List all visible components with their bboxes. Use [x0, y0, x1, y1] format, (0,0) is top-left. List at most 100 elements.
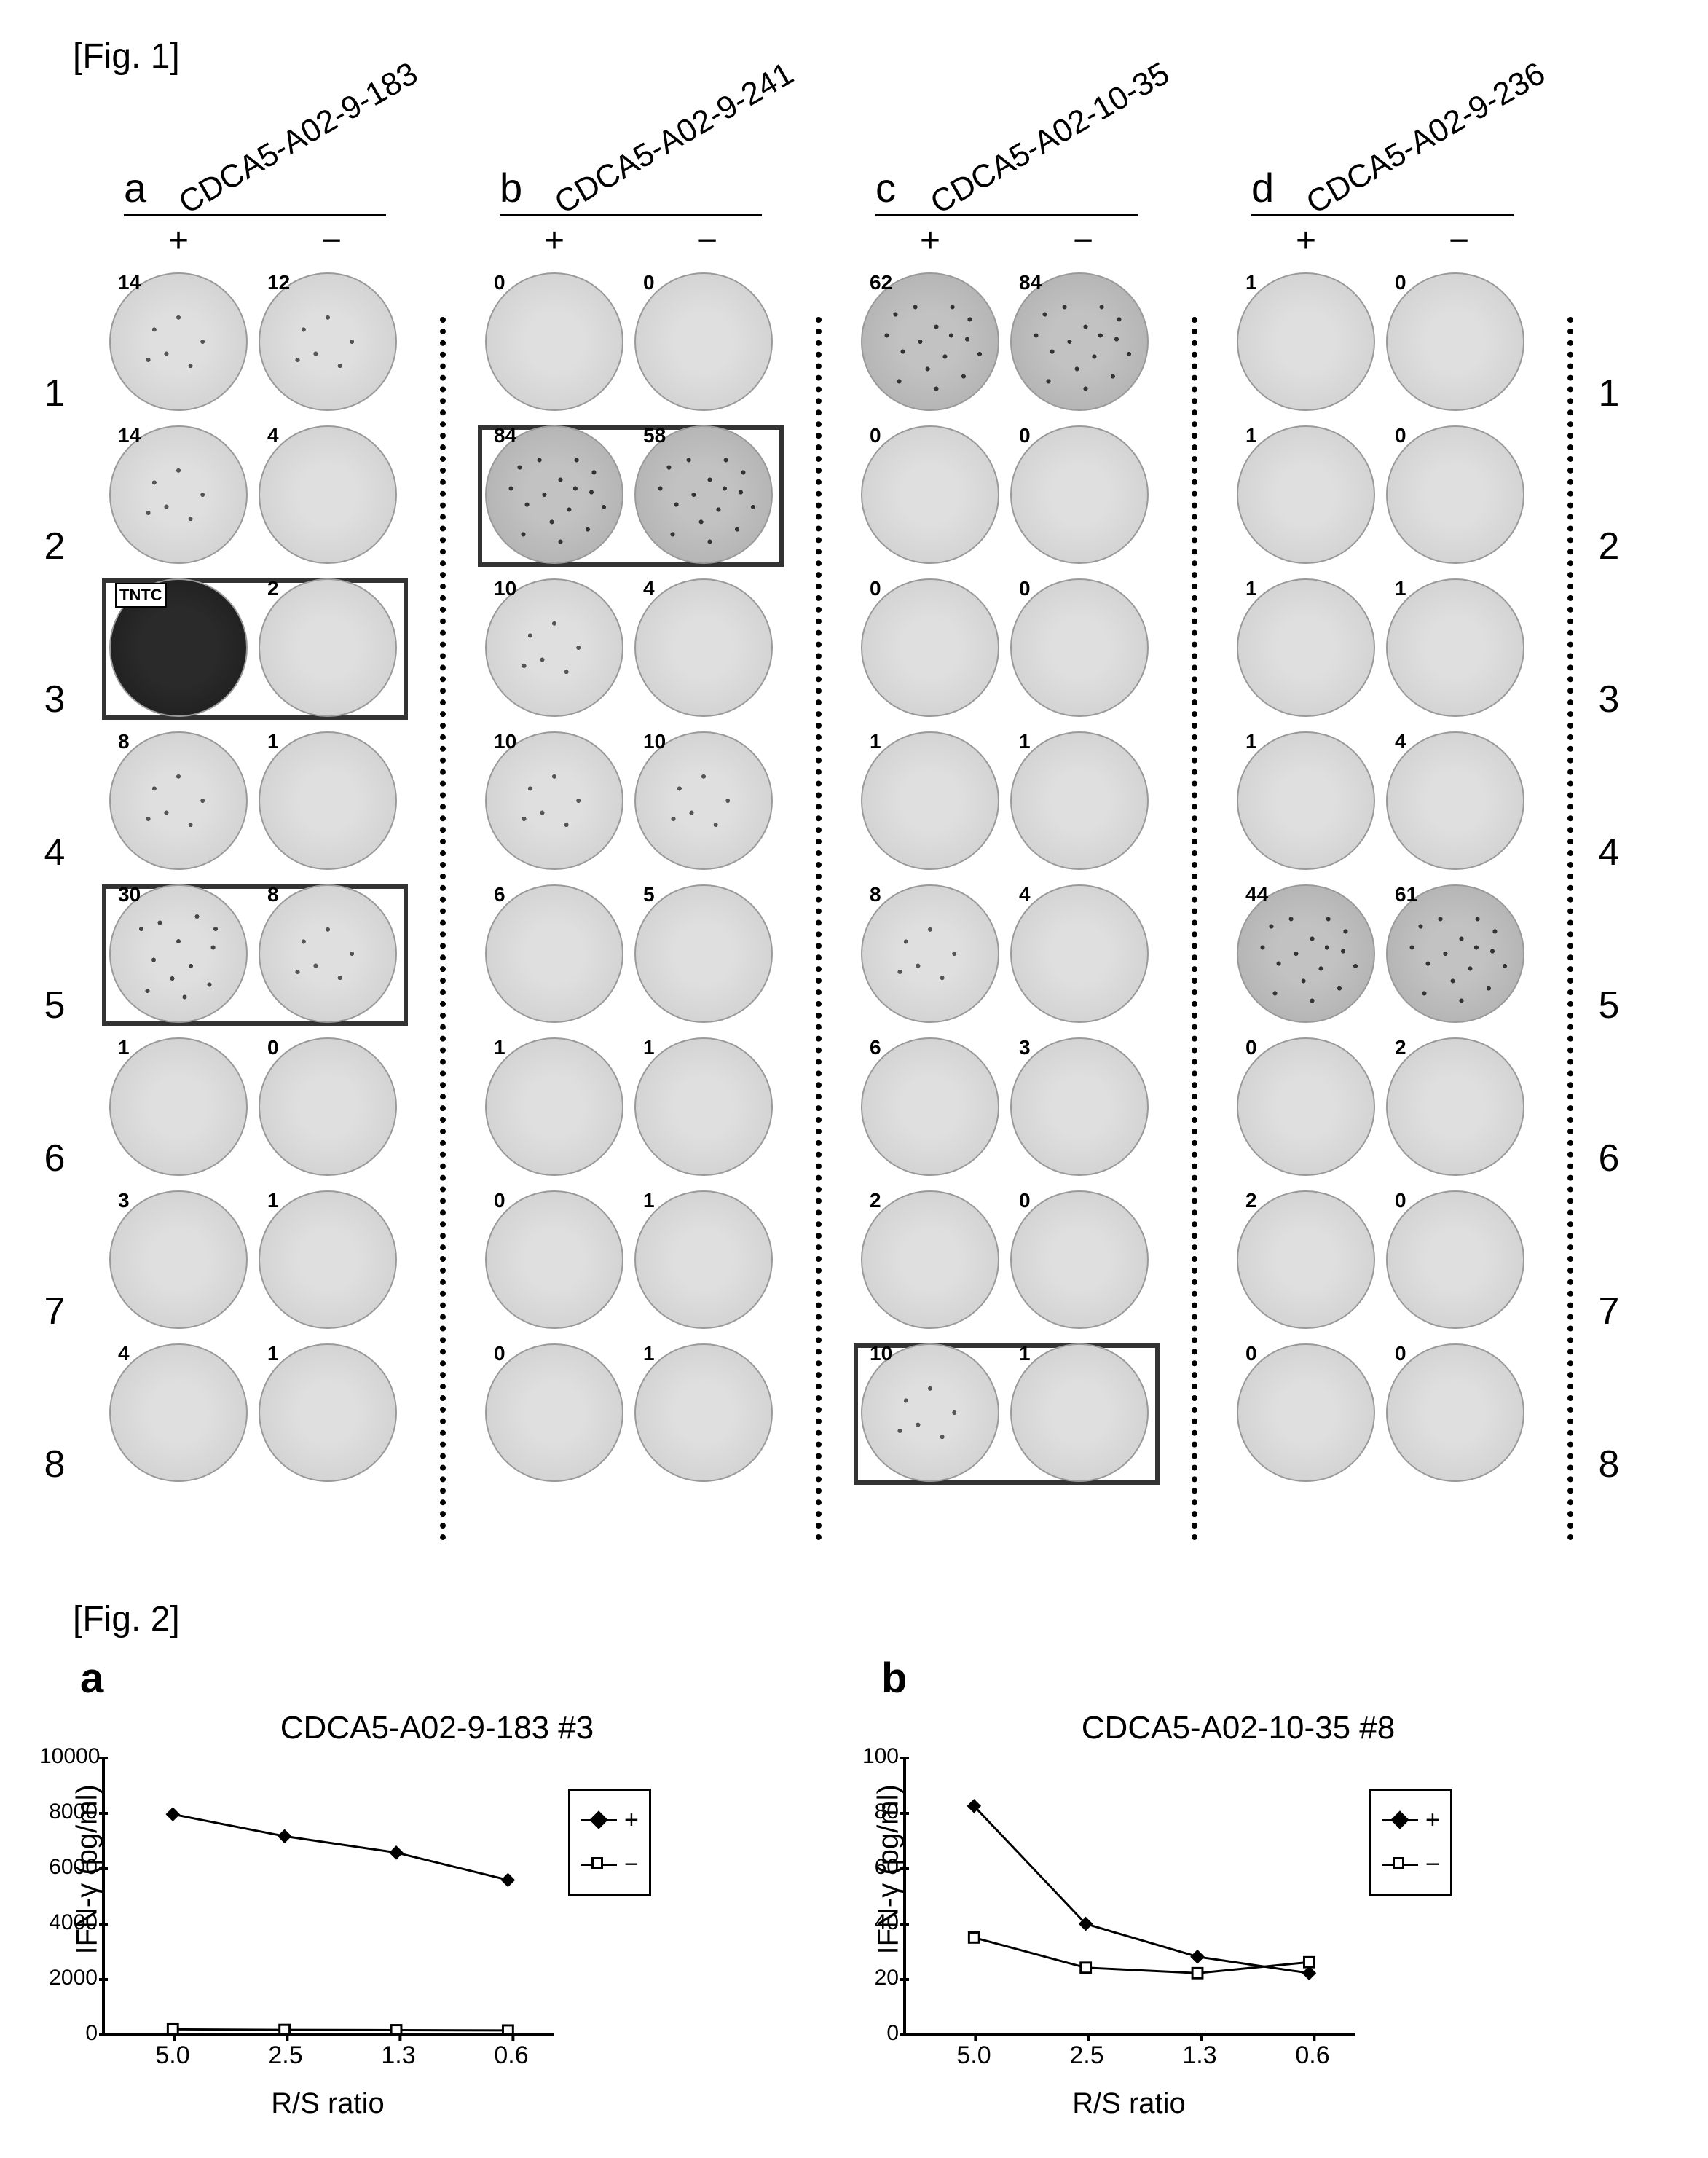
chart-legend: +− — [568, 1789, 651, 1896]
well-cell-plus: 14 — [109, 425, 251, 568]
y-tick: 10000 — [39, 1744, 98, 1769]
well-row: 11 — [1229, 573, 1535, 726]
chart-area: IFN-γ (pg/ml)0204060801005.02.51.30.6R/S… — [874, 1759, 1602, 2120]
well-cell-minus: 1 — [259, 1343, 401, 1486]
well-cell-plus: 8 — [861, 884, 1003, 1027]
row-label: 5 — [29, 929, 80, 1082]
row-label: 4 — [29, 776, 80, 929]
legend-minus-text: − — [624, 1843, 639, 1887]
spot-count: 84 — [1019, 271, 1042, 294]
row-label: 7 — [1583, 1235, 1634, 1388]
x-tick: 1.3 — [1182, 2041, 1216, 2070]
well-cell-plus: 4 — [109, 1343, 251, 1486]
well-circle — [861, 578, 999, 717]
well-circle — [861, 731, 999, 870]
well-circle — [634, 578, 773, 717]
well-cell-minus: 3 — [1010, 1037, 1152, 1180]
well-cell-plus: 0 — [485, 272, 627, 415]
fig2-label: [Fig. 2] — [73, 1599, 1679, 1639]
well-cell-plus: 0 — [1237, 1037, 1379, 1180]
row-label: 2 — [29, 470, 80, 623]
spot-count: 3 — [1019, 1036, 1031, 1059]
spot-count: 1 — [643, 1189, 655, 1212]
fig1-row-labels-left: 12345678 — [29, 317, 80, 1541]
well-row: 1412 — [102, 267, 408, 420]
spot-count: 5 — [643, 883, 655, 906]
well-cell-minus: 1 — [1010, 731, 1152, 874]
well-cell-minus: 58 — [634, 425, 776, 568]
well-row: 14 — [1229, 726, 1535, 879]
well-circle — [109, 1037, 248, 1176]
well-row: 10 — [1229, 267, 1535, 420]
well-cell-plus: 14 — [109, 272, 251, 415]
wells-grid: 101011144461022000 — [1229, 267, 1535, 1491]
well-circle — [259, 1190, 397, 1329]
well-cell-minus: 0 — [1010, 578, 1152, 721]
well-cell-plus: 8 — [109, 731, 251, 874]
well-cell-plus: 1 — [1237, 272, 1379, 415]
plus-label: + — [920, 221, 940, 261]
well-circle — [634, 884, 773, 1023]
well-row: 00 — [478, 267, 784, 420]
well-row: 84 — [854, 879, 1160, 1032]
plus-minus-header: +− — [102, 221, 408, 261]
spot-count: 0 — [267, 1036, 279, 1059]
well-cell-minus: 0 — [1386, 425, 1528, 568]
spot-count: 0 — [1019, 577, 1031, 600]
well-cell-minus: 4 — [1010, 884, 1152, 1027]
well-cell-minus: 0 — [1386, 1343, 1528, 1486]
well-cell-plus: 44 — [1237, 884, 1379, 1027]
spot-count: 3 — [118, 1189, 130, 1212]
line-chart: 02000400060008000100005.02.51.30.6 — [102, 1759, 554, 2036]
x-tick: 5.0 — [155, 2041, 189, 2070]
row-label: 6 — [29, 1082, 80, 1235]
well-row: 31 — [102, 1185, 408, 1338]
well-circle — [1386, 1037, 1524, 1176]
plot-svg — [906, 1759, 1355, 2033]
well-cell-minus: 0 — [1386, 272, 1528, 415]
plus-minus-header: +− — [1229, 221, 1535, 261]
well-cell-minus: 1 — [1010, 1343, 1152, 1486]
row-label: 5 — [1583, 929, 1634, 1082]
well-row: 308 — [102, 879, 408, 1032]
well-cell-plus: 0 — [485, 1343, 627, 1486]
spot-count: 1 — [118, 1036, 130, 1059]
spot-count: 6 — [870, 1036, 881, 1059]
spot-count: 44 — [1245, 883, 1268, 906]
well-cell-plus: 30 — [109, 884, 251, 1027]
well-circle — [1386, 272, 1524, 411]
well-cell-plus: 1 — [1237, 578, 1379, 721]
well-circle — [1237, 425, 1375, 564]
well-circle — [1237, 731, 1375, 870]
well-circle — [1237, 578, 1375, 717]
well-circle — [109, 1190, 248, 1329]
spot-count: 0 — [870, 424, 881, 447]
well-cell-plus: 62 — [861, 272, 1003, 415]
chart-block: bCDCA5-A02-10-35 #8IFN-γ (pg/ml)02040608… — [874, 1654, 1602, 2120]
well-cell-minus: 1 — [259, 731, 401, 874]
spot-count: 1 — [1019, 1342, 1031, 1365]
well-row: 4461 — [1229, 879, 1535, 1032]
well-cell-minus: 2 — [259, 578, 401, 721]
well-row: 20 — [854, 1185, 1160, 1338]
well-circle — [485, 1343, 623, 1482]
spot-count: 0 — [1395, 271, 1406, 294]
well-circle — [1237, 1343, 1375, 1482]
well-cell-plus: 10 — [485, 578, 627, 721]
well-circle — [259, 1037, 397, 1176]
well-circle — [485, 1037, 623, 1176]
well-cell-minus: 0 — [259, 1037, 401, 1180]
well-circle — [259, 884, 397, 1023]
well-circle — [634, 272, 773, 411]
y-tick: 0 — [39, 2021, 98, 2046]
plot-wrap: 02000400060008000100005.02.51.30.6R/S ra… — [102, 1759, 554, 2120]
well-cell-plus: 2 — [861, 1190, 1003, 1333]
well-circle — [1010, 425, 1149, 564]
row-label: 8 — [29, 1388, 80, 1541]
well-row: 104 — [478, 573, 784, 726]
spot-count: 0 — [643, 271, 655, 294]
row-label: 7 — [29, 1235, 80, 1388]
well-circle — [861, 884, 999, 1023]
spot-count: 0 — [494, 271, 505, 294]
well-row: 65 — [478, 879, 784, 1032]
